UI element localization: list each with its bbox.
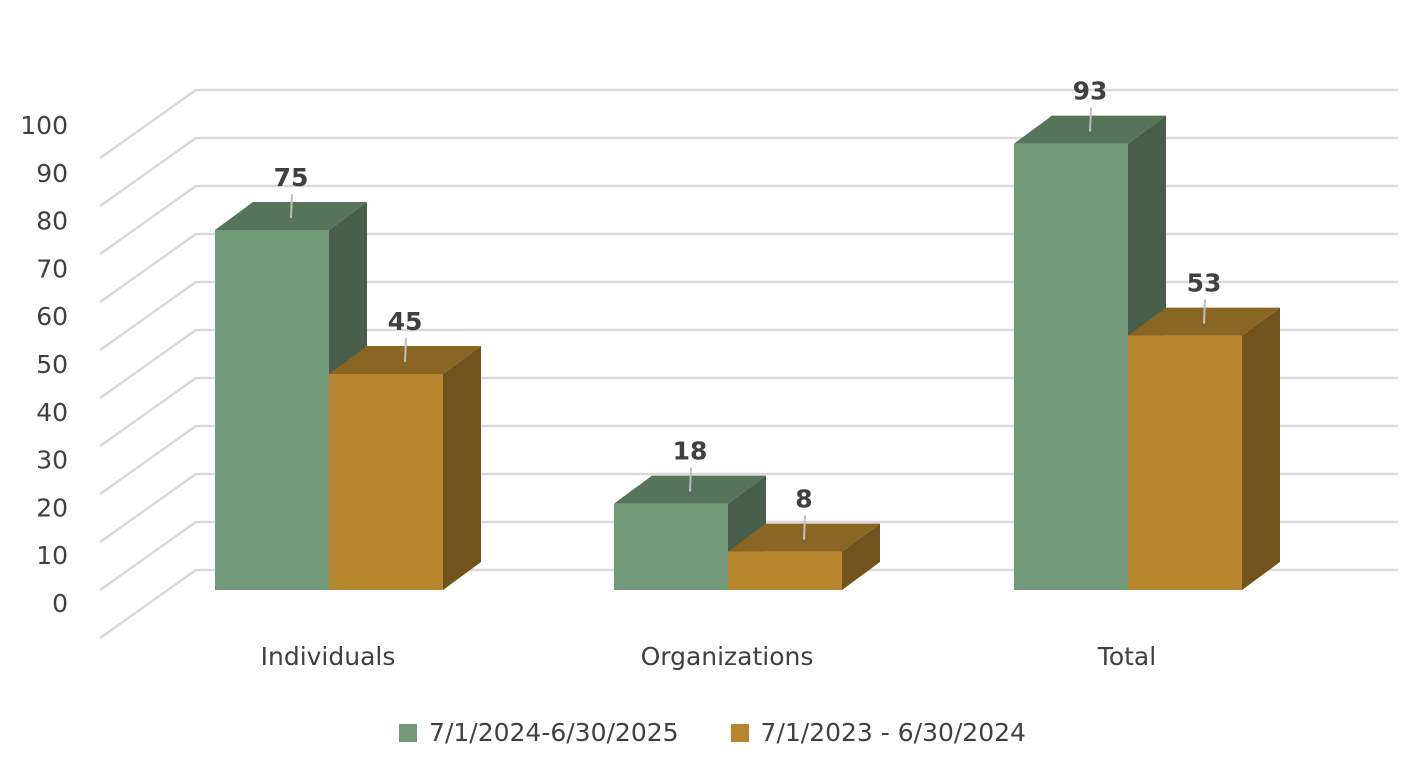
gridline [99,568,1398,640]
y-tick-label: 100 [20,111,68,140]
bar-front-face [329,374,443,590]
gridline [99,520,1398,592]
data-label-leader [689,467,692,492]
bars [215,115,1280,590]
bar-front-face [1014,143,1128,590]
gridline [99,328,1398,400]
data-label-leader [1203,299,1206,324]
y-tick-label: 0 [52,589,68,618]
bar-side-face [842,523,880,590]
bar-front-face [215,230,329,590]
legend-item: 7/1/2024-6/30/2025 [399,718,679,747]
category-label: Organizations [641,642,814,671]
bar-front-face [728,551,842,590]
legend: 7/1/2024-6/30/2025 7/1/2023 - 6/30/2024 [0,718,1425,747]
bar-chart: 0 10 20 30 40 50 60 70 80 90 100 75 45 18 8 93 53 Indiv… [20,77,1398,671]
x-axis-category-labels: Individuals Organizations Total [261,642,1157,671]
y-tick-label: 40 [36,398,68,427]
gridline [99,232,1398,304]
category-label: Individuals [261,642,396,671]
data-label-leader [803,515,806,540]
data-label: 45 [388,307,423,336]
y-tick-label: 80 [36,207,68,236]
bar [1128,307,1280,590]
category-label: Total [1097,642,1156,671]
y-axis-tick-labels: 0 10 20 30 40 50 60 70 80 90 100 [20,111,68,618]
data-label: 93 [1073,77,1108,106]
data-label: 75 [274,163,309,192]
data-label-leader [290,193,293,219]
y-tick-label: 10 [36,541,68,570]
gridline [99,184,1398,256]
y-tick-label: 70 [36,254,68,283]
legend-label: 7/1/2023 - 6/30/2024 [760,718,1026,747]
data-labels: 75 45 18 8 93 53 [274,77,1222,540]
legend-label: 7/1/2024-6/30/2025 [429,718,679,747]
data-label: 53 [1187,269,1222,298]
gridline [99,136,1398,208]
gridline [99,472,1398,544]
y-tick-label: 50 [36,350,68,379]
bar-front-face [1128,335,1242,590]
gridline [99,280,1398,352]
gridline [99,424,1398,496]
legend-swatch [399,723,418,742]
bar-side-face [443,346,481,590]
data-label-leader [1089,107,1092,132]
legend-swatch [730,723,749,742]
legend-item: 7/1/2023 - 6/30/2024 [730,718,1026,747]
data-label-leader [404,337,407,363]
data-label: 18 [673,437,708,466]
bar [329,346,481,590]
bar-front-face [614,503,728,590]
gridline [99,88,1398,160]
gridlines [99,88,1398,640]
y-tick-label: 60 [36,302,68,331]
y-tick-label: 30 [36,446,68,475]
gridline [99,376,1398,448]
y-tick-label: 90 [36,159,68,188]
data-label: 8 [795,485,812,514]
bar-side-face [1242,307,1280,590]
y-tick-label: 20 [36,493,68,522]
